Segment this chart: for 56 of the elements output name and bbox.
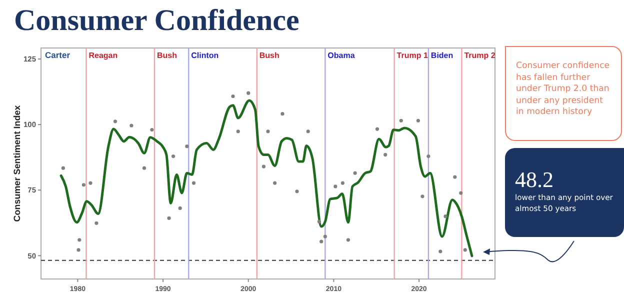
point <box>231 94 235 98</box>
point <box>317 220 322 224</box>
point <box>453 175 457 179</box>
point <box>399 118 403 122</box>
point <box>246 91 250 95</box>
point <box>236 130 240 134</box>
y-axis-title: Consumer Sentiment Index <box>12 105 22 222</box>
text: 48.2 <box>515 167 554 192</box>
point <box>273 181 277 185</box>
point <box>459 191 463 195</box>
point <box>426 154 430 158</box>
ref-line-label: Bush <box>157 51 178 60</box>
point <box>375 127 380 131</box>
point <box>61 166 65 170</box>
ref-line-label: Reagan <box>88 51 118 60</box>
point <box>384 152 388 157</box>
point <box>167 216 171 220</box>
point <box>130 124 134 128</box>
point <box>178 206 182 210</box>
point <box>171 154 176 158</box>
point <box>94 221 98 225</box>
point <box>323 234 327 238</box>
point <box>192 181 196 185</box>
ref-line-label: Trump 1 <box>396 51 428 60</box>
point <box>113 120 118 124</box>
point <box>280 112 284 116</box>
chart-title: Consumer Confidence <box>14 4 300 37</box>
point <box>444 214 448 218</box>
point <box>82 183 86 187</box>
line-series <box>60 99 474 258</box>
point <box>150 128 154 132</box>
point <box>353 171 357 175</box>
ref-line-label: Biden <box>430 51 454 60</box>
point <box>334 184 338 188</box>
point <box>420 194 424 198</box>
ref-line-label: Clinton <box>191 51 219 60</box>
point <box>320 240 324 244</box>
point <box>78 238 82 242</box>
point <box>76 248 80 252</box>
text: Consumer confidence has fallen further under Trump 2.0 than under any president in modern history <box>505 46 622 141</box>
ref-line-label: Obama <box>328 51 356 60</box>
point <box>438 250 442 254</box>
annotation: Carter <box>45 50 71 60</box>
point <box>88 181 92 185</box>
point <box>262 164 266 168</box>
ref-line-label: Bush <box>259 51 280 60</box>
point <box>142 166 146 170</box>
point <box>295 190 299 194</box>
point <box>346 238 350 242</box>
point <box>416 118 420 122</box>
point <box>185 144 189 148</box>
ref-line-label: Trump 2 <box>464 51 496 60</box>
point <box>463 248 467 252</box>
point <box>340 181 344 185</box>
point <box>266 130 270 134</box>
point <box>306 130 310 134</box>
